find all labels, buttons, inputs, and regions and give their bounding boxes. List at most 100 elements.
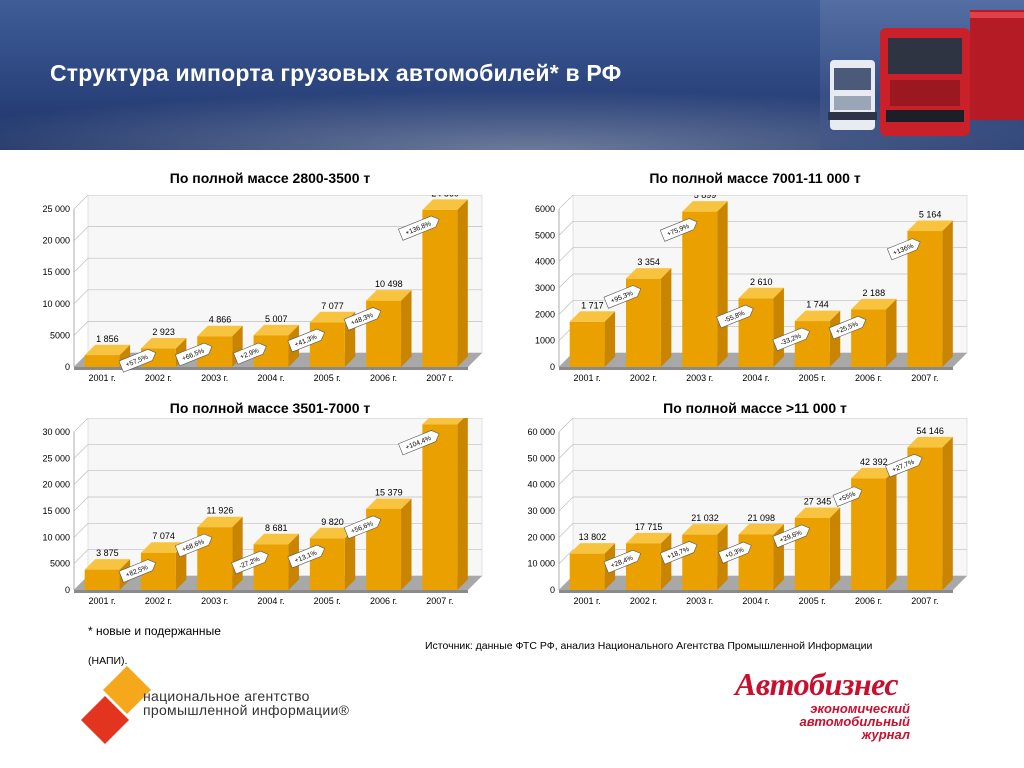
chart-4-title: По полной массе >11 000 т bbox=[663, 400, 847, 416]
bar-value-label: 9 820 bbox=[321, 517, 344, 527]
bar bbox=[682, 201, 728, 367]
growth-badge-arrow bbox=[118, 559, 157, 583]
bar-value-label: 7 077 bbox=[321, 301, 344, 311]
bar-top bbox=[140, 338, 187, 349]
y-tick-label: 3000 bbox=[535, 283, 555, 293]
bar-value-label: 1 717 bbox=[581, 300, 604, 310]
bar-side bbox=[942, 436, 953, 590]
gridline-diag bbox=[558, 247, 574, 262]
bar-top bbox=[422, 199, 468, 210]
gridline-diag bbox=[558, 470, 574, 485]
y-tick-label: 10 000 bbox=[527, 559, 555, 569]
gridline-diag bbox=[73, 444, 89, 459]
y-tick-label: 0 bbox=[550, 362, 555, 372]
autobusiness-logo-name: Автобизнес bbox=[735, 666, 899, 702]
bar-value-label: 8 681 bbox=[265, 523, 288, 533]
bar-side bbox=[942, 220, 953, 367]
gridline-diag bbox=[73, 470, 89, 485]
gridline-diag bbox=[558, 221, 574, 236]
x-tick-label: 2002 г. bbox=[630, 373, 657, 383]
chart-3: 0 5000 10 000 15 000 20 000 25 000 30 000 3 875… bbox=[12, 418, 507, 618]
bar-side bbox=[344, 527, 356, 590]
bar-top bbox=[738, 523, 784, 535]
bar bbox=[738, 287, 784, 367]
growth-badge-arrow bbox=[659, 218, 698, 242]
growth-badge-arrow bbox=[828, 315, 867, 340]
page-title: Структура импорта грузовых автомобилей* … bbox=[50, 60, 622, 86]
autobusiness-logo: Автобизнес экономический автомобильный ж… bbox=[735, 666, 945, 766]
x-tick-label: 2006 г. bbox=[855, 596, 882, 606]
growth-badge-arrow bbox=[287, 544, 325, 569]
plot-floor-edge bbox=[74, 590, 468, 593]
bar-top bbox=[84, 559, 131, 570]
autobusiness-logo-line2: автомобильный bbox=[799, 714, 911, 729]
bar bbox=[422, 199, 468, 367]
bar-front bbox=[907, 447, 943, 590]
growth-badge-arrow bbox=[343, 307, 382, 331]
bar-value-label: 21 032 bbox=[691, 513, 719, 523]
y-tick-label: 20 000 bbox=[527, 532, 555, 542]
bar-top bbox=[851, 467, 897, 479]
bar-top bbox=[851, 298, 897, 310]
bar-side bbox=[660, 268, 672, 367]
x-tick-label: 2004 г. bbox=[742, 373, 769, 383]
header-banner: Структура импорта грузовых автомобилей* … bbox=[0, 0, 1024, 150]
x-tick-label: 2002 г. bbox=[145, 373, 172, 383]
bar-value-label: 4 866 bbox=[209, 315, 232, 325]
bar-value-label: 27 345 bbox=[804, 496, 832, 506]
bar-value-label: 3 354 bbox=[637, 257, 660, 267]
chart-1-svg: 0 5000 10 000 15 000 20 000 25 000 1 856 2001 г… bbox=[42, 195, 483, 383]
growth-badge-arrow bbox=[772, 524, 810, 549]
growth-badge: +55% bbox=[832, 486, 863, 507]
chart-1-title: По полной массе 2800-3500 т bbox=[169, 170, 371, 186]
growth-badge: +0,3% bbox=[718, 541, 752, 564]
bar-value-label: 24 860 bbox=[431, 195, 459, 198]
growth-badge-arrow bbox=[886, 238, 921, 261]
gridline-diag bbox=[73, 321, 89, 336]
bar-top bbox=[569, 311, 616, 322]
bar-side bbox=[829, 507, 841, 590]
bar-front bbox=[84, 569, 120, 590]
y-tick-label: 5000 bbox=[50, 330, 70, 340]
y-tick-label: 5000 bbox=[50, 559, 70, 569]
bar-value-label: 54 146 bbox=[916, 426, 944, 436]
bar-value-label: 5 899 bbox=[694, 195, 717, 200]
growth-badge-arrow bbox=[398, 430, 440, 456]
bar-front bbox=[794, 321, 830, 367]
source-text: Источник: данные ФТС РФ, анализ Национал… bbox=[425, 640, 873, 652]
source-short: (НАПИ). bbox=[88, 655, 128, 667]
x-tick-label: 2003 г. bbox=[201, 373, 228, 383]
bar-side bbox=[886, 298, 897, 367]
x-tick-label: 2003 г. bbox=[686, 596, 713, 606]
x-tick-label: 2006 г. bbox=[370, 373, 397, 383]
gridline-diag bbox=[73, 257, 89, 273]
growth-badge-arrow bbox=[287, 328, 325, 353]
y-tick-label: 5000 bbox=[535, 230, 555, 240]
growth-badge-arrow bbox=[659, 541, 698, 565]
y-tick-label: 10 000 bbox=[42, 532, 70, 542]
y-tick-label: 6000 bbox=[535, 204, 555, 214]
x-tick-label: 2004 г. bbox=[742, 596, 769, 606]
bar-top bbox=[309, 527, 356, 539]
gridline-diag bbox=[558, 444, 574, 459]
growth-badge-arrow bbox=[603, 285, 642, 309]
x-tick-label: 2005 г. bbox=[314, 373, 341, 383]
y-tick-label: 0 bbox=[65, 362, 70, 372]
bar-top bbox=[738, 287, 784, 299]
y-tick-label: 10 000 bbox=[42, 299, 70, 309]
bar-side bbox=[457, 418, 468, 590]
bar-value-label: 10 498 bbox=[375, 279, 403, 289]
y-tick-label: 15 000 bbox=[42, 267, 70, 277]
bar-value-label: 5 164 bbox=[919, 210, 942, 220]
bar-value-label: 2 610 bbox=[750, 277, 773, 287]
y-tick-label: 40 000 bbox=[527, 480, 555, 490]
bar-top bbox=[907, 220, 953, 232]
y-tick-label: 25 000 bbox=[42, 453, 70, 463]
x-tick-label: 2005 г. bbox=[314, 596, 341, 606]
x-tick-label: 2001 г. bbox=[89, 596, 116, 606]
gridline-diag bbox=[73, 195, 89, 210]
x-tick-label: 2005 г. bbox=[799, 373, 826, 383]
gridline-diag bbox=[558, 496, 574, 512]
autobusiness-logo-subtitle: экономический автомобильный журнал bbox=[790, 702, 911, 741]
bar-front bbox=[907, 231, 943, 367]
